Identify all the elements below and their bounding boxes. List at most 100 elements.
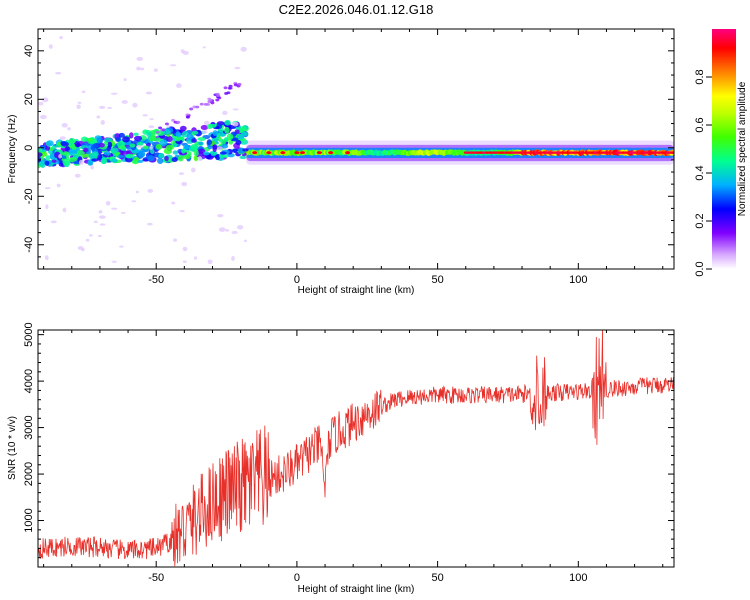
- heatmap-cell: [199, 102, 204, 106]
- heatmap-cell: [197, 156, 203, 161]
- heatmap-cell: [44, 160, 50, 166]
- colorbar-ticks: 0.0 0.2 0.4 0.6 0.8: [694, 69, 712, 277]
- heatmap-cell: [38, 152, 43, 157]
- heatmap-cell: [77, 101, 82, 105]
- heatmap-cell: [51, 145, 57, 150]
- y-tick-label: 2000: [23, 462, 35, 486]
- heatmap-cell: [171, 201, 176, 205]
- y-tick-label: 40: [23, 45, 35, 57]
- heatmap-cell: [145, 91, 153, 95]
- heatmap-cell: [222, 110, 228, 116]
- snr-layer: [38, 330, 674, 567]
- x-tick-label: 100: [569, 572, 587, 584]
- heatmap-cell: [149, 146, 153, 150]
- heatmap-cell: [48, 44, 53, 49]
- heatmap-cell: [236, 225, 244, 230]
- heatmap-cell: [190, 143, 199, 150]
- heatmap-cell: [111, 207, 118, 210]
- heatmap-cell: [62, 158, 71, 166]
- heatmap-cell: [210, 101, 215, 105]
- heatmap-cell: [215, 98, 220, 102]
- heatmap-cell: [148, 125, 155, 129]
- heatmap-cell: [50, 154, 56, 160]
- colorbar-tick-label: 0.0: [694, 261, 706, 276]
- heatmap-cell: [176, 120, 181, 124]
- heatmap-cell: [203, 120, 210, 126]
- heatmap-cell: [91, 158, 99, 162]
- heatmap-cell: [118, 132, 125, 138]
- heatmap-cell: [179, 209, 185, 213]
- heatmap-cell: [133, 132, 139, 136]
- heatmap-cell: [175, 131, 181, 138]
- heatmap-cell: [87, 138, 93, 142]
- heatmap-cell: [121, 100, 128, 104]
- y-tick-label: 3000: [23, 415, 35, 439]
- heatmap-ticks: -50 0 50 100 -40 -20 0 20 40: [23, 29, 674, 286]
- heatmap-layer: [38, 35, 674, 265]
- heatmap-cell: [97, 234, 102, 237]
- heatmap-cell: [223, 154, 229, 158]
- heatmap-cell: [215, 154, 221, 161]
- heatmap-cell: [45, 155, 51, 161]
- heatmap-cell: [316, 151, 322, 155]
- heatmap-cell: [38, 101, 44, 106]
- heatmap-cell: [200, 124, 209, 131]
- heatmap-cell: [231, 121, 239, 127]
- snr-frame: [37, 329, 675, 568]
- heatmap-cell: [87, 159, 93, 166]
- heatmap-cell: [186, 133, 194, 140]
- heatmap-cell: [183, 144, 190, 150]
- heatmap-cell: [50, 220, 57, 224]
- heatmap-cell: [155, 130, 160, 134]
- heatmap-cell: [164, 122, 169, 126]
- heatmap-cell: [44, 187, 51, 190]
- x-tick-label: -50: [148, 274, 164, 286]
- x-tick-label: 50: [431, 274, 443, 286]
- heatmap-cell: [252, 151, 258, 155]
- y-tick-label: 1000: [23, 508, 35, 532]
- colorbar-tick-label: 0.4: [694, 165, 706, 180]
- heatmap-cell: [151, 134, 157, 142]
- y-tick-label: 0: [23, 145, 35, 151]
- heatmap-cell: [181, 181, 188, 187]
- heatmap-cell: [98, 142, 105, 148]
- heatmap-cell: [104, 137, 113, 143]
- heatmap-cell: [217, 146, 223, 151]
- heatmap-cell: [237, 82, 242, 86]
- heatmap-cell: [41, 151, 48, 157]
- heatmap-cell: [111, 260, 118, 263]
- heatmap-cell: [226, 133, 234, 141]
- heatmap-cell: [235, 139, 242, 145]
- heatmap-cell: [56, 183, 61, 188]
- heatmap-cell: [239, 155, 247, 160]
- heatmap-cell: [100, 119, 105, 125]
- heatmap-cell: [182, 246, 188, 252]
- heatmap-cell: [179, 125, 187, 132]
- heatmap-cell: [74, 173, 81, 178]
- heatmap-cell: [205, 103, 210, 106]
- heatmap-cell: [100, 158, 108, 164]
- heatmap-cell: [51, 159, 57, 163]
- heatmap-cell: [110, 147, 119, 154]
- heatmap-cell: [136, 56, 144, 61]
- heatmap-cell: [76, 104, 81, 110]
- colorbar-tick-label: 0.8: [694, 69, 706, 84]
- snr-ticks: -50 0 50 100 1000 2000 3000 4000 5000: [23, 322, 674, 584]
- heatmap-cell: [136, 145, 144, 149]
- heatmap-cell: [133, 156, 140, 162]
- heatmap-cell: [219, 151, 227, 155]
- heatmap-cell: [44, 255, 49, 261]
- heatmap-cell: [176, 83, 182, 89]
- colorbar-tick-label: 0.6: [694, 117, 706, 132]
- heatmap-cell: [90, 164, 94, 170]
- heatmap-cell: [191, 130, 199, 135]
- heatmap-cell: [193, 256, 198, 260]
- heatmap-cell: [185, 115, 190, 119]
- heatmap-cell: [208, 123, 217, 128]
- heatmap-cell: [131, 200, 137, 203]
- heatmap-cell: [177, 155, 184, 162]
- x-tick-label: 0: [294, 274, 300, 286]
- heatmap-cell: [161, 128, 166, 132]
- heatmap-cell: [189, 107, 194, 111]
- heatmap-cell: [207, 97, 212, 101]
